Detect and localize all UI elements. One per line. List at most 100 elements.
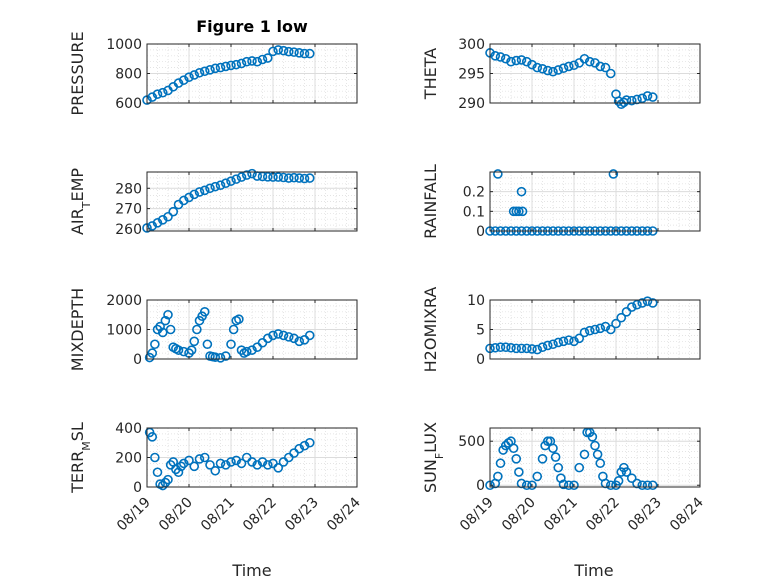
data-point [294,48,305,58]
y-axis-label-main: AIR [68,208,87,235]
y-tick-label: 0 [476,478,485,494]
y-axis-label: MIXDEPTH [68,288,87,371]
subplot-sun-flux: 0 500 08/19 08/20 08/21 08/22 08/23 08/24 SUNFLU… [421,422,707,534]
data-point [495,52,506,62]
series-markers [142,168,315,233]
data-point [613,476,624,486]
data-point [553,462,564,473]
data-point [637,93,648,104]
data-point [236,58,247,69]
data-point [157,327,168,338]
x-tick-label: 08/20 [156,495,196,535]
data-point [283,173,294,183]
data-point [278,172,289,183]
x-tick-label: 08/22 [240,495,280,535]
data-point [521,480,532,491]
data-point [304,173,315,183]
data-point [304,330,315,341]
data-point [304,48,315,59]
data-point [495,342,506,353]
data-point [647,480,658,491]
data-point [226,60,236,71]
y-axis-label: AIRTEMP [68,168,93,235]
data-point [147,92,158,102]
data-point [247,56,257,66]
data-point [262,460,273,470]
data-point [294,173,305,183]
data-point [231,455,242,466]
axes-box [489,171,701,232]
data-point [563,335,574,345]
data-point [252,460,263,470]
data-point [579,53,590,64]
data-point [215,180,226,191]
x-tick-label: 08/23 [282,495,322,535]
data-point [257,457,268,467]
data-point [171,464,181,475]
data-point [642,91,653,101]
data-point [553,337,564,348]
data-point [215,353,226,363]
data-point [210,63,221,74]
data-point [241,56,252,67]
data-point [527,59,537,70]
data-point [537,454,548,464]
data-point [550,452,561,462]
data-point [234,314,244,324]
data-point [621,306,632,317]
data-point [184,455,194,466]
x-tick-label: 08/21 [198,495,238,535]
data-point [642,480,653,491]
data-point [592,449,603,460]
data-point [220,460,231,470]
y-axis-label: SUNFLUX [421,422,446,493]
data-point [563,480,574,491]
data-point [268,46,278,57]
data-point [168,206,179,217]
y-tick-label: 290 [458,96,485,112]
data-point [558,63,569,73]
data-point [160,315,171,326]
data-point [569,336,579,347]
data-point [283,46,294,57]
data-point [283,332,294,342]
data-point [273,172,284,182]
y-tick-label: 10 [467,293,485,309]
data-point [600,321,611,332]
data-point [241,346,252,357]
data-point [294,443,305,454]
data-point [493,471,503,482]
y-tick-label: 5 [476,323,485,339]
data-point [147,348,158,358]
x-tick-label: 08/24 [324,494,364,534]
data-point [299,48,310,59]
y-tick-label: 295 [458,67,485,83]
data-point [493,169,503,179]
data-point [155,321,165,332]
data-point [189,336,200,347]
y-axis-label: PRESSURE [68,31,87,115]
data-point [299,440,310,451]
series-markers [485,48,658,109]
data-point [537,342,548,353]
data-point [595,458,606,469]
y-tick-label: 0 [476,224,485,240]
data-point [574,333,585,344]
data-point [579,449,590,460]
data-point [236,172,247,182]
data-point [210,181,221,192]
y-tick-label: 600 [115,96,142,112]
data-point [194,187,205,197]
data-point [215,458,226,469]
data-point [637,480,648,491]
data-point [637,298,648,308]
data-point [495,458,506,469]
data-point [163,474,173,485]
data-point [205,65,215,75]
subplot-pressure: 600 800 1000 PRESSURE [68,31,358,116]
data-point [278,330,289,341]
data-point [173,78,184,88]
y-tick-label: 0.2 [463,185,485,201]
data-point [173,345,184,355]
